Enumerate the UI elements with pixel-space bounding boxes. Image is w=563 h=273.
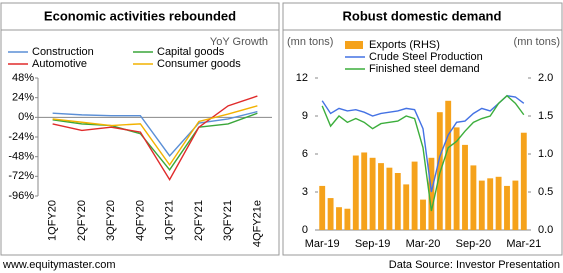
bar [445,100,452,230]
x-tick-label: 2QFY20 [76,200,88,241]
y-tick-label: -48% [8,151,34,163]
y-tick-label: 12 [296,72,308,84]
legend-swatch [345,41,363,49]
bar [378,163,384,230]
x-tick-label: 1QFY21 [164,200,176,241]
panel-border [0,2,280,256]
bar [470,165,477,230]
y2-tick-label: 2.0 [538,72,553,84]
y-tick-label: 6 [302,148,308,160]
subtitle: YoY Growth [210,36,268,48]
y2-axis-label: (mn tons) [514,36,560,48]
y-tick-label: -96% [8,190,34,202]
bar [504,185,510,230]
y-tick-label: 0% [18,111,34,123]
bar [336,207,342,230]
x-tick-label: 3QFY21 [222,200,234,241]
footer-left: www.equitymaster.com [2,259,115,271]
legend-label: Finished steel demand [369,63,480,75]
x-tick-label: 4QFY20 [134,200,146,241]
x-tick-label: 2QFY21 [193,200,205,241]
y-tick-label: -24% [8,131,34,143]
y-axis-label: (mn tons) [287,36,333,48]
x-tick-label: Sep-19 [355,238,390,250]
panel-border [282,2,563,256]
x-tick-label: 3QFY20 [105,200,117,241]
bar [462,144,468,230]
series-line [52,110,258,157]
chart-title: Robust domestic demand [343,8,502,23]
x-tick-label: 4QFY21e [251,200,263,247]
y-tick-label: 0 [302,224,308,236]
footer-right: Data Source: Investor Presentation [389,259,560,271]
legend-label: Automotive [32,58,87,70]
y-tick-label: 24% [12,92,34,104]
x-tick-label: Mar-21 [506,238,541,250]
bar [403,184,410,230]
bar [512,180,519,230]
legend-label: Crude Steel Production [369,51,483,63]
y-tick-label: 9 [302,110,308,122]
legend-label: Exports (RHS) [369,39,440,51]
y2-tick-label: 0.5 [538,186,553,198]
bar [420,199,426,230]
series-line [52,105,258,167]
bar [487,178,494,230]
bar [319,185,326,230]
bar [428,157,435,230]
y-tick-label: -72% [8,170,34,182]
bar [386,167,393,230]
bar [520,132,527,230]
x-tick-label: Sep-20 [456,238,491,250]
y-tick-label: 3 [302,186,308,198]
series-line [321,94,525,193]
bar [352,155,359,230]
series-line [52,95,258,181]
bar [453,127,460,230]
y2-tick-label: 1.0 [538,148,553,160]
bar [495,176,502,230]
y2-tick-label: 1.5 [538,110,553,122]
bar [411,161,418,230]
bar [361,152,368,230]
bar [394,173,401,230]
legend-label: Capital goods [157,46,225,58]
legend-label: Consumer goods [157,58,241,70]
bar [327,198,334,230]
x-tick-label: Mar-19 [305,238,340,250]
chart-title: Economic activities rebounded [44,8,236,23]
x-tick-label: Mar-20 [406,238,441,250]
y-tick-label: 48% [12,72,34,84]
series-line [321,94,525,212]
y2-tick-label: 0.0 [538,224,553,236]
bar [369,157,376,230]
bar [478,180,485,230]
x-tick-label: 1QFY20 [47,200,59,241]
bar [344,208,351,230]
legend-label: Construction [32,46,94,58]
series-line [52,112,258,171]
